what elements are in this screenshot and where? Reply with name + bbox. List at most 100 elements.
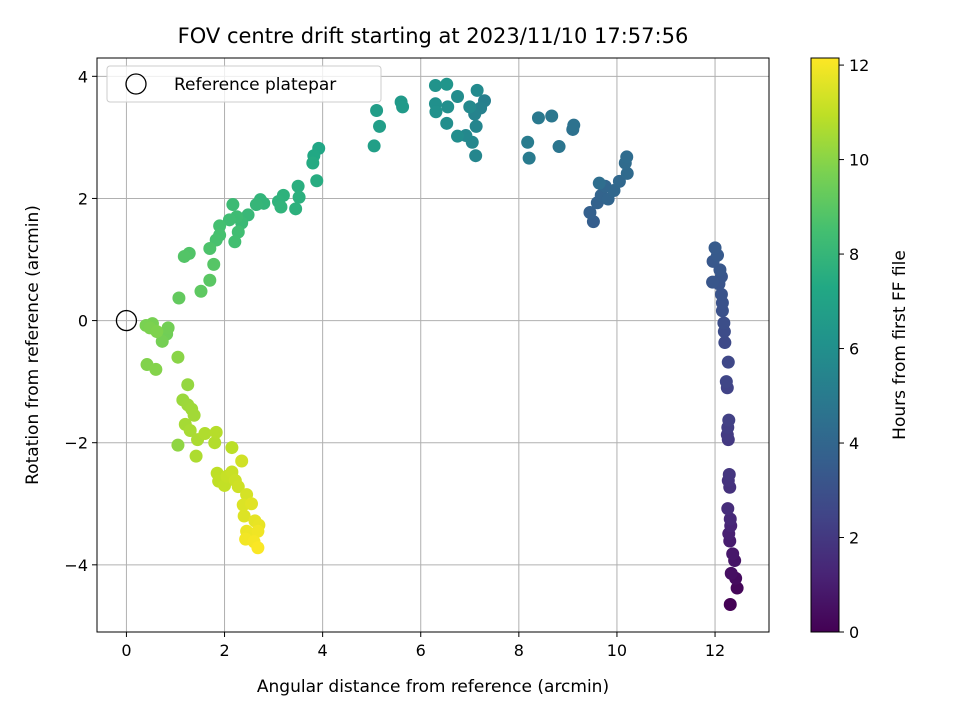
- scatter-point: [274, 200, 288, 214]
- colorbar-label: Hours from first FF file: [890, 250, 910, 440]
- scatter-point: [208, 436, 222, 450]
- grid: [97, 58, 769, 632]
- scatter-point: [209, 425, 223, 439]
- colorbar-tick-label: 6: [849, 340, 859, 359]
- scatter-point: [470, 83, 484, 97]
- scatter-point: [583, 205, 597, 219]
- x-tick-label: 6: [416, 641, 426, 660]
- scatter-point: [451, 129, 465, 143]
- scatter-point: [155, 334, 169, 348]
- colorbar-tick-label: 4: [849, 434, 859, 453]
- scatter-point: [171, 350, 185, 364]
- scatter-point: [721, 502, 735, 516]
- x-tick-label: 4: [318, 641, 328, 660]
- scatter-point: [203, 273, 217, 287]
- colorbar-tick-label: 2: [849, 529, 859, 548]
- scatter-point: [237, 509, 251, 523]
- scatter-point: [150, 325, 164, 339]
- scatter-point: [149, 362, 163, 376]
- legend-reference-marker: [125, 73, 147, 95]
- reference-platepar-marker: [115, 309, 138, 332]
- scatter-point: [441, 100, 455, 114]
- scatter-point: [171, 438, 185, 452]
- y-tick-label: 2: [78, 189, 88, 208]
- y-tick-label: 0: [78, 312, 88, 331]
- scatter-point: [440, 116, 454, 130]
- colorbar-ticks: 0 2 4 6 8 10 12: [839, 56, 869, 642]
- y-tick-label: −2: [64, 434, 88, 453]
- scatter-point: [721, 355, 735, 369]
- scatter-point: [719, 375, 733, 389]
- colorbar-tick-label: 12: [849, 56, 869, 75]
- scatter-point: [620, 150, 634, 164]
- scatter-point: [592, 176, 606, 190]
- scatter-point: [718, 336, 732, 350]
- colorbar-tick-label: 0: [849, 623, 859, 642]
- scatter-point: [245, 497, 259, 511]
- scatter-point: [231, 225, 245, 239]
- scatter-point: [203, 242, 217, 256]
- scatter-point: [429, 105, 443, 119]
- scatter-point: [463, 100, 477, 114]
- scatter-point: [306, 156, 320, 170]
- x-tick-label: 2: [219, 641, 229, 660]
- scatter-point: [567, 118, 581, 132]
- scatter-point: [373, 119, 387, 133]
- scatter-point: [222, 213, 236, 227]
- scatter-point: [292, 190, 306, 204]
- scatter-point: [226, 198, 240, 212]
- scatter-point: [367, 139, 381, 153]
- scatter-point: [706, 275, 720, 289]
- y-axis-label: Rotation from reference (arcmin): [23, 205, 43, 485]
- scatter-point: [291, 179, 305, 193]
- scatter-point: [310, 174, 324, 188]
- scatter-point: [708, 241, 722, 255]
- x-axis-label: Angular distance from reference (arcmin): [257, 677, 609, 697]
- scatter-point: [396, 100, 410, 114]
- scatter-point: [207, 257, 221, 271]
- scatter-point: [235, 454, 249, 468]
- scatter-point: [724, 566, 738, 580]
- scatter-point: [521, 135, 535, 149]
- legend-label: Reference platepar: [174, 75, 336, 95]
- scatter-point: [231, 480, 245, 494]
- scatter-point: [172, 291, 186, 305]
- scatter-point: [612, 174, 626, 188]
- scatter-point: [370, 104, 384, 118]
- scatter-point: [213, 219, 227, 233]
- scatter-point: [722, 413, 736, 427]
- y-tick-label: 4: [78, 67, 88, 86]
- scatter-point: [249, 198, 263, 212]
- scatter-point: [228, 235, 242, 249]
- scatter-point: [552, 140, 566, 154]
- scatter-point: [251, 524, 265, 538]
- scatter-point: [726, 547, 740, 561]
- scatter-points: [139, 77, 744, 612]
- scatter-point: [187, 408, 201, 422]
- scatter-point: [620, 166, 634, 180]
- scatter-point: [531, 111, 545, 125]
- scatter-point: [522, 151, 536, 165]
- x-axis-ticks: 0 2 4 6 8 10 12: [121, 632, 725, 660]
- scatter-point: [723, 598, 737, 612]
- scatter-point: [189, 449, 203, 463]
- scatter-point: [161, 321, 175, 335]
- scatter-point: [469, 149, 483, 163]
- plot-frame: [96, 57, 770, 633]
- y-axis-ticks: −4 −2 0 2 4: [64, 67, 97, 575]
- scatter-point: [198, 427, 212, 441]
- colorbar-tick-label: 10: [849, 151, 869, 170]
- x-tick-label: 0: [121, 641, 131, 660]
- scatter-point: [714, 287, 728, 301]
- scatter-point: [717, 316, 731, 330]
- scatter-point: [545, 109, 559, 123]
- scatter-point: [194, 284, 208, 298]
- colorbar-gradient: [810, 57, 840, 633]
- scatter-point: [183, 423, 197, 437]
- scatter-point: [451, 89, 465, 103]
- scatter-point: [289, 202, 303, 216]
- scatter-point: [730, 581, 744, 595]
- legend-box: [106, 65, 382, 103]
- scatter-point: [469, 119, 483, 133]
